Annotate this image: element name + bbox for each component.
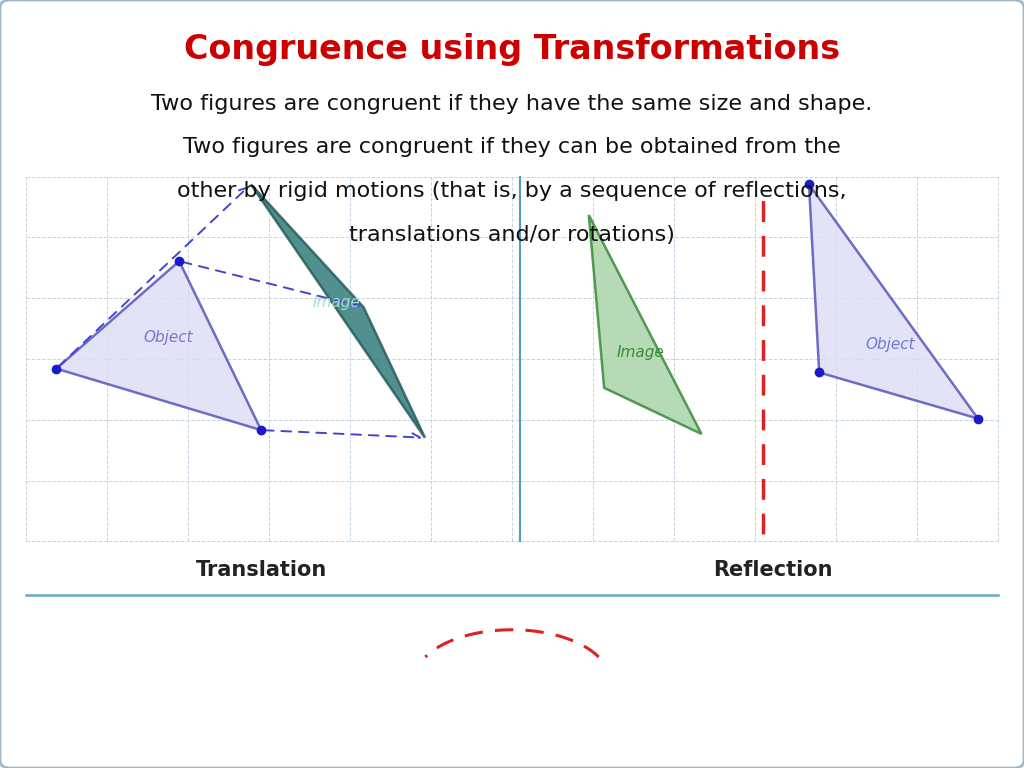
Text: Two figures are congruent if they have the same size and shape.: Two figures are congruent if they have t… xyxy=(152,94,872,114)
Text: translations and/or rotations): translations and/or rotations) xyxy=(349,225,675,245)
Text: Object: Object xyxy=(143,329,193,345)
Polygon shape xyxy=(251,184,425,438)
Polygon shape xyxy=(809,184,978,419)
Text: Congruence using Transformations: Congruence using Transformations xyxy=(184,34,840,66)
Text: Object: Object xyxy=(865,337,914,353)
Text: Image: Image xyxy=(616,345,665,360)
Text: other by rigid motions (that is, by a sequence of reflections,: other by rigid motions (that is, by a se… xyxy=(177,181,847,201)
Text: Translation: Translation xyxy=(196,560,327,580)
Text: Image: Image xyxy=(312,295,360,310)
Text: Two figures are congruent if they can be obtained from the: Two figures are congruent if they can be… xyxy=(183,137,841,157)
Polygon shape xyxy=(589,215,701,434)
Polygon shape xyxy=(56,261,261,430)
Text: Reflection: Reflection xyxy=(714,560,833,580)
